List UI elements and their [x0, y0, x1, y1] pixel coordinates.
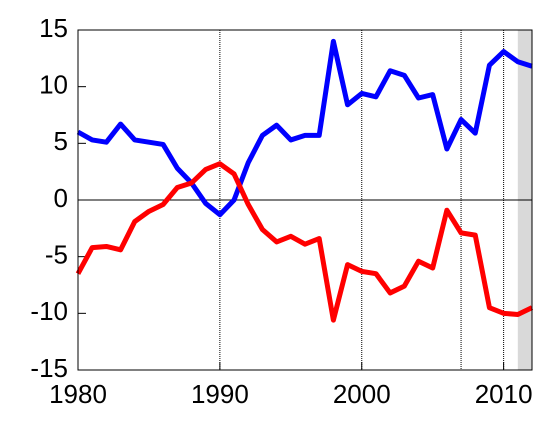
y-tick-label: -10: [30, 296, 68, 326]
y-tick-label: -15: [30, 353, 68, 383]
y-tick-label: 15: [39, 13, 68, 43]
plot-frame: [77, 29, 533, 371]
y-tick-label: 10: [39, 70, 68, 100]
x-tick-label: 1980: [49, 379, 107, 409]
x-tick-label: 2000: [333, 379, 391, 409]
y-tick-label: -5: [45, 240, 68, 270]
x-tick-label: 1990: [191, 379, 249, 409]
y-tick-label: 0: [54, 183, 68, 213]
y-tick-label: 5: [54, 126, 68, 156]
x-tick-label: 2010: [475, 379, 533, 409]
line-series: [75, 161, 534, 323]
line-series: [76, 38, 533, 218]
